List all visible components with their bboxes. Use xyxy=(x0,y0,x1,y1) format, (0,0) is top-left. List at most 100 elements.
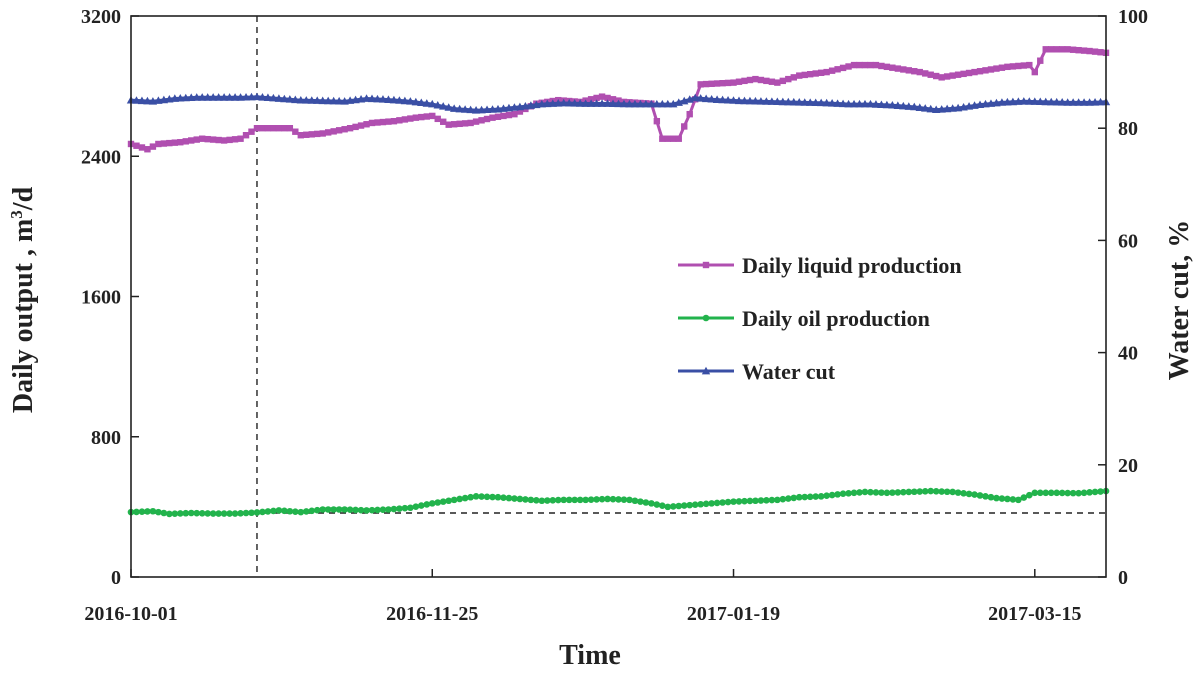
data-point xyxy=(894,65,902,72)
data-point xyxy=(878,62,885,70)
data-point xyxy=(330,506,337,513)
data-point xyxy=(845,489,852,497)
data-point xyxy=(259,125,266,132)
data-point xyxy=(604,94,611,102)
axes: 0 800 1600 2400 3200 0 20 40 60 80 100 2016-10-01 20… xyxy=(81,6,1148,625)
data-point xyxy=(368,506,376,514)
data-point xyxy=(872,61,880,69)
data-point xyxy=(379,118,387,126)
data-point xyxy=(412,114,420,121)
data-point xyxy=(593,496,600,503)
data-point xyxy=(664,135,671,142)
data-point xyxy=(177,139,184,146)
data-point xyxy=(160,509,168,517)
data-point xyxy=(582,496,589,504)
data-point xyxy=(1036,489,1044,497)
data-point xyxy=(729,96,738,104)
data-point xyxy=(998,64,1006,71)
data-point xyxy=(686,501,694,509)
data-point xyxy=(209,136,217,143)
data-point xyxy=(231,510,239,517)
data-point xyxy=(1097,488,1104,495)
data-point xyxy=(1057,98,1067,106)
y-axis-left-title-superscript: 3 xyxy=(7,210,26,219)
data-point xyxy=(598,93,606,100)
data-point xyxy=(483,115,491,123)
data-point xyxy=(670,135,677,142)
data-point xyxy=(440,118,447,125)
data-point xyxy=(921,104,930,112)
data-point xyxy=(850,61,858,69)
data-point xyxy=(1015,62,1022,70)
data-point xyxy=(407,115,414,122)
data-point xyxy=(204,510,211,517)
data-point xyxy=(620,496,628,503)
data-point xyxy=(565,98,574,107)
data-point xyxy=(1080,47,1088,54)
data-point xyxy=(997,98,1007,106)
data-point xyxy=(489,114,496,121)
data-point xyxy=(871,100,881,108)
data-point xyxy=(823,492,830,499)
data-point xyxy=(998,495,1006,502)
data-point xyxy=(659,502,666,510)
data-point xyxy=(927,487,935,495)
data-point xyxy=(735,78,743,85)
data-point xyxy=(208,93,218,101)
data-point xyxy=(456,120,463,128)
data-point xyxy=(187,509,195,517)
data-point xyxy=(215,136,222,144)
data-point xyxy=(976,68,984,75)
data-point xyxy=(1031,68,1038,76)
data-point xyxy=(960,70,967,78)
data-point xyxy=(597,99,607,107)
data-point xyxy=(533,497,540,504)
data-point xyxy=(888,100,897,109)
data-point xyxy=(882,100,892,109)
data-point xyxy=(516,495,524,503)
legend-entry: Daily liquid production xyxy=(678,253,962,278)
data-point xyxy=(308,131,315,138)
data-point xyxy=(838,99,848,108)
data-point xyxy=(681,123,688,130)
data-point xyxy=(636,99,645,108)
data-point xyxy=(938,74,945,81)
y-right-tick-label: 100 xyxy=(1118,6,1148,28)
x-tick-label: 2017-03-15 xyxy=(988,603,1081,625)
data-point xyxy=(576,496,584,504)
data-point xyxy=(193,136,200,143)
data-point xyxy=(543,99,552,108)
data-point xyxy=(812,70,819,77)
data-point xyxy=(625,99,634,108)
data-point xyxy=(1003,97,1012,106)
data-point xyxy=(324,129,332,136)
data-point xyxy=(675,502,683,510)
data-point xyxy=(762,97,771,105)
data-point xyxy=(296,95,306,104)
data-point xyxy=(586,99,596,107)
data-point xyxy=(219,93,229,101)
data-point xyxy=(215,510,222,517)
data-point xyxy=(1075,489,1082,497)
data-point xyxy=(686,110,693,118)
y-right-tick-label: 0 xyxy=(1118,567,1128,589)
data-point xyxy=(406,97,415,105)
data-point xyxy=(1019,97,1029,105)
data-point xyxy=(489,493,496,501)
data-point xyxy=(630,99,640,108)
data-point xyxy=(323,96,333,105)
data-point xyxy=(921,488,929,495)
data-point xyxy=(883,489,891,497)
data-point xyxy=(138,144,146,151)
data-point xyxy=(954,489,962,496)
data-point xyxy=(911,68,918,75)
data-point xyxy=(522,496,529,503)
data-point xyxy=(1053,489,1061,497)
data-point xyxy=(652,99,662,108)
data-point xyxy=(226,510,233,517)
data-point xyxy=(817,493,825,500)
data-point xyxy=(252,92,262,101)
data-point xyxy=(719,80,726,87)
data-point xyxy=(807,71,814,78)
data-point xyxy=(860,99,870,108)
